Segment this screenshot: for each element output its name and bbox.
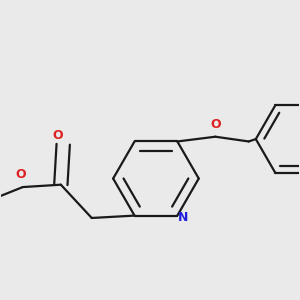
Text: O: O [52, 129, 63, 142]
Text: N: N [178, 212, 188, 224]
Text: O: O [15, 168, 26, 181]
Text: O: O [210, 118, 221, 131]
